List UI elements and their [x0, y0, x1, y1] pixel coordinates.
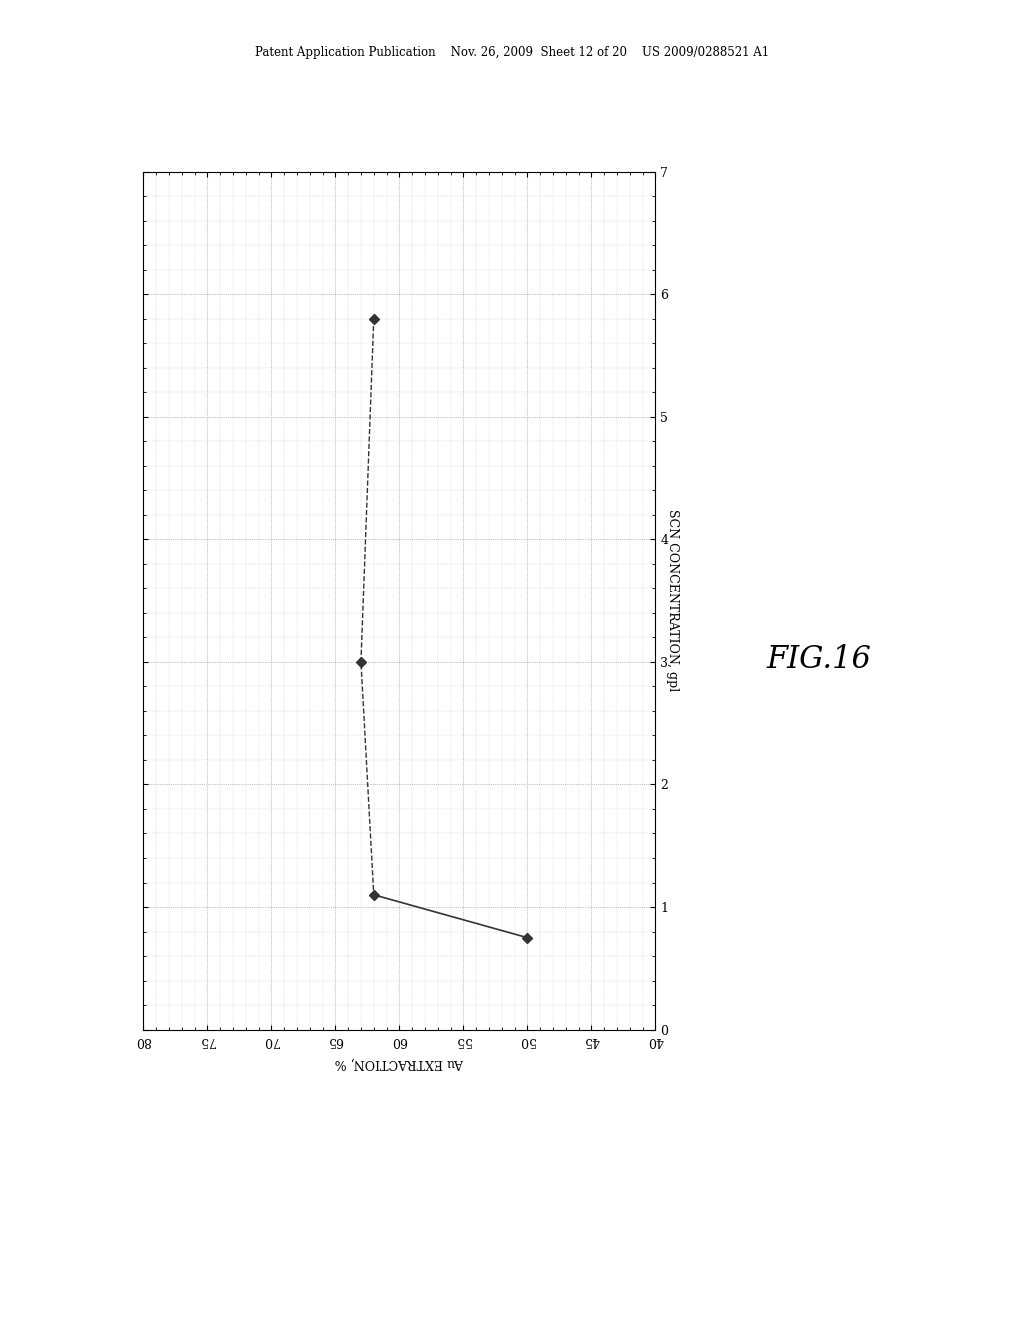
Text: Patent Application Publication    Nov. 26, 2009  Sheet 12 of 20    US 2009/02885: Patent Application Publication Nov. 26, … [255, 46, 769, 59]
Y-axis label: SCN CONCENTRATION, gpl: SCN CONCENTRATION, gpl [667, 510, 679, 692]
X-axis label: Au EXTRACTION, %: Au EXTRACTION, % [335, 1056, 464, 1069]
Text: FIG.16: FIG.16 [767, 644, 871, 676]
